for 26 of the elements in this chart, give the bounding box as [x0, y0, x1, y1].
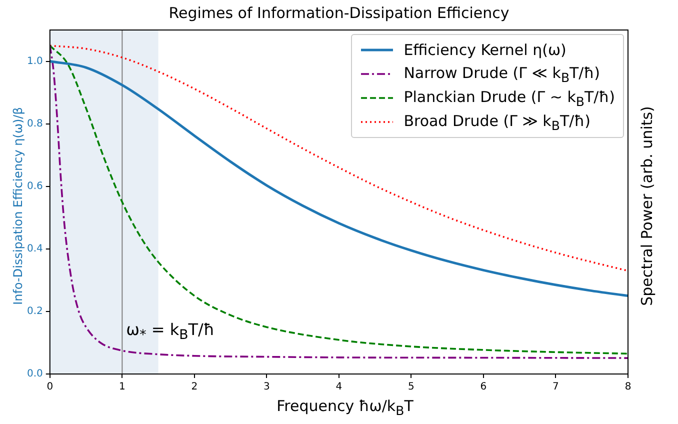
legend-label: Efficiency Kernel η(ω): [404, 41, 566, 59]
x-axis-title: Frequency ħω/k$_{B}$T: [276, 397, 414, 418]
x-tick-label: 4: [336, 382, 342, 393]
y-tick-label: 0.4: [26, 244, 43, 255]
x-tick-label: 0: [46, 382, 54, 393]
chart-title: Regimes of Information-Dissipation Efficiency: [168, 4, 510, 22]
y-axis-title: Info-Dissipation Efficiency η(ω)/β: [11, 107, 25, 305]
legend-label: Broad Drude (Γ ≫ k$_{B}$T/ħ): [404, 112, 590, 132]
x-tick-label: 6: [480, 382, 487, 393]
line-series: [50, 44, 628, 272]
x-tick-label: 5: [408, 382, 414, 393]
x-tick-label: 3: [264, 382, 270, 393]
y-tick-label: 0.8: [26, 118, 43, 130]
y-tick-label: 1.0: [26, 56, 43, 67]
y-tick-label: 0.0: [26, 368, 43, 380]
line-series: [50, 60, 628, 298]
legend-label: Planckian Drude (Γ ~ k$_{B}$T/ħ): [404, 88, 615, 108]
y-tick-label: 0.2: [26, 306, 43, 318]
x-tick-label: 2: [191, 382, 198, 393]
legend-label: Narrow Drude (Γ ≪ k$_{B}$T/ħ): [404, 64, 600, 84]
y2-axis-title: Spectral Power (arb. units): [638, 106, 656, 306]
y-tick-label: 0.6: [26, 180, 43, 192]
x-tick-label: 1: [118, 382, 126, 393]
x-tick-label: 8: [624, 382, 632, 393]
x-tick-label: 7: [552, 382, 559, 393]
ref-line-label: ω$_{*}$ = k$_{B}$T/ħ: [126, 320, 215, 344]
